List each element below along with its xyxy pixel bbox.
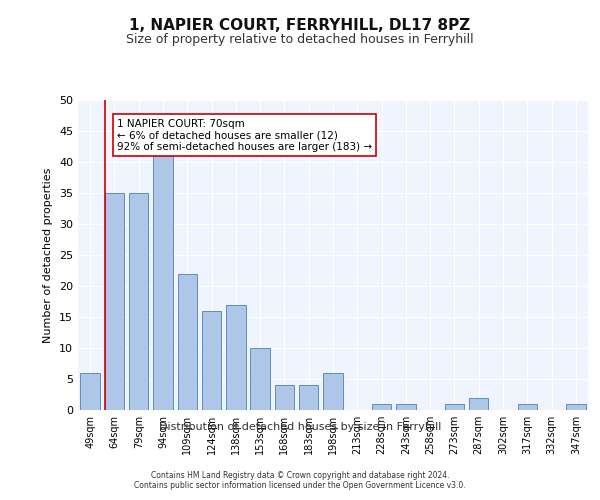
Bar xyxy=(105,193,124,410)
Bar xyxy=(299,385,319,410)
Bar xyxy=(518,404,537,410)
Text: Distribution of detached houses by size in Ferryhill: Distribution of detached houses by size … xyxy=(159,422,441,432)
Bar xyxy=(372,404,391,410)
Bar xyxy=(202,311,221,410)
Bar xyxy=(445,404,464,410)
Bar xyxy=(469,398,488,410)
Bar xyxy=(396,404,416,410)
Bar xyxy=(275,385,294,410)
Bar xyxy=(153,156,173,410)
Bar xyxy=(323,373,343,410)
Text: 1 NAPIER COURT: 70sqm
← 6% of detached houses are smaller (12)
92% of semi-detac: 1 NAPIER COURT: 70sqm ← 6% of detached h… xyxy=(117,118,372,152)
Bar xyxy=(226,304,245,410)
Text: Size of property relative to detached houses in Ferryhill: Size of property relative to detached ho… xyxy=(126,32,474,46)
Bar xyxy=(566,404,586,410)
Y-axis label: Number of detached properties: Number of detached properties xyxy=(43,168,53,342)
Text: Contains HM Land Registry data © Crown copyright and database right 2024.
Contai: Contains HM Land Registry data © Crown c… xyxy=(134,470,466,490)
Bar xyxy=(129,193,148,410)
Bar xyxy=(178,274,197,410)
Bar xyxy=(80,373,100,410)
Bar xyxy=(250,348,270,410)
Text: 1, NAPIER COURT, FERRYHILL, DL17 8PZ: 1, NAPIER COURT, FERRYHILL, DL17 8PZ xyxy=(130,18,470,32)
